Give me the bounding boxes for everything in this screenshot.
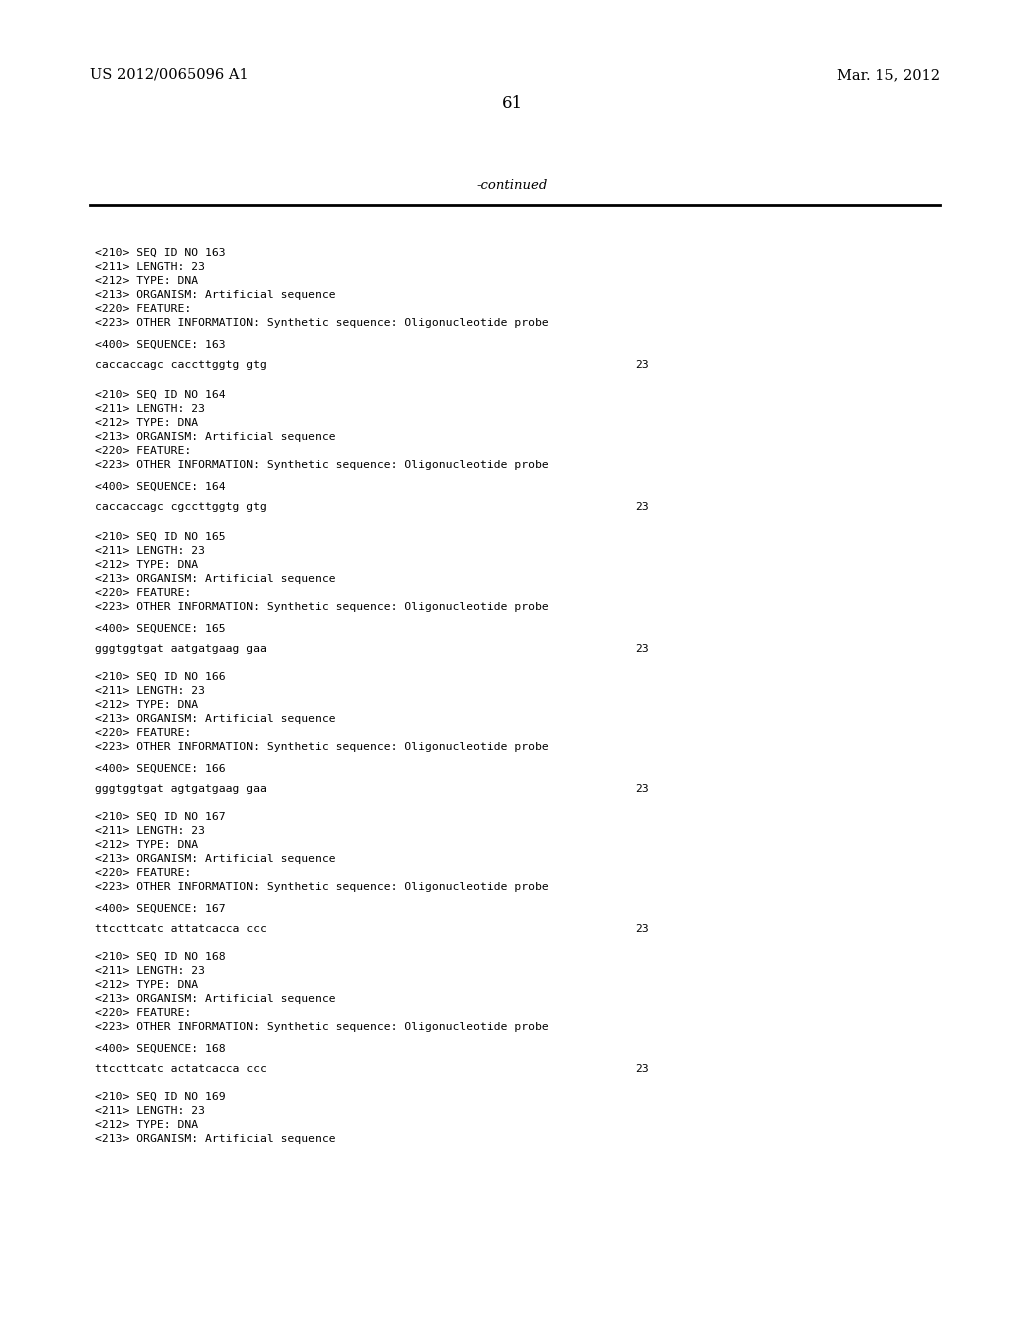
Text: <210> SEQ ID NO 169: <210> SEQ ID NO 169: [95, 1092, 225, 1102]
Text: <220> FEATURE:: <220> FEATURE:: [95, 869, 191, 878]
Text: 61: 61: [502, 95, 522, 112]
Text: caccaccagc caccttggtg gtg: caccaccagc caccttggtg gtg: [95, 360, 267, 370]
Text: 23: 23: [635, 784, 649, 795]
Text: <210> SEQ ID NO 166: <210> SEQ ID NO 166: [95, 672, 225, 682]
Text: <211> LENGTH: 23: <211> LENGTH: 23: [95, 1106, 205, 1115]
Text: <213> ORGANISM: Artificial sequence: <213> ORGANISM: Artificial sequence: [95, 994, 336, 1005]
Text: <220> FEATURE:: <220> FEATURE:: [95, 446, 191, 455]
Text: gggtggtgat aatgatgaag gaa: gggtggtgat aatgatgaag gaa: [95, 644, 267, 653]
Text: 23: 23: [635, 360, 649, 370]
Text: gggtggtgat agtgatgaag gaa: gggtggtgat agtgatgaag gaa: [95, 784, 267, 795]
Text: <212> TYPE: DNA: <212> TYPE: DNA: [95, 560, 198, 570]
Text: <213> ORGANISM: Artificial sequence: <213> ORGANISM: Artificial sequence: [95, 854, 336, 865]
Text: ttccttcatc actatcacca ccc: ttccttcatc actatcacca ccc: [95, 1064, 267, 1074]
Text: <220> FEATURE:: <220> FEATURE:: [95, 304, 191, 314]
Text: <400> SEQUENCE: 166: <400> SEQUENCE: 166: [95, 764, 225, 774]
Text: <212> TYPE: DNA: <212> TYPE: DNA: [95, 979, 198, 990]
Text: <212> TYPE: DNA: <212> TYPE: DNA: [95, 276, 198, 286]
Text: <210> SEQ ID NO 164: <210> SEQ ID NO 164: [95, 389, 225, 400]
Text: <213> ORGANISM: Artificial sequence: <213> ORGANISM: Artificial sequence: [95, 714, 336, 723]
Text: <220> FEATURE:: <220> FEATURE:: [95, 729, 191, 738]
Text: 23: 23: [635, 924, 649, 935]
Text: <210> SEQ ID NO 163: <210> SEQ ID NO 163: [95, 248, 225, 257]
Text: caccaccagc cgccttggtg gtg: caccaccagc cgccttggtg gtg: [95, 502, 267, 512]
Text: <210> SEQ ID NO 167: <210> SEQ ID NO 167: [95, 812, 225, 822]
Text: <211> LENGTH: 23: <211> LENGTH: 23: [95, 966, 205, 975]
Text: <223> OTHER INFORMATION: Synthetic sequence: Oligonucleotide probe: <223> OTHER INFORMATION: Synthetic seque…: [95, 742, 549, 752]
Text: <223> OTHER INFORMATION: Synthetic sequence: Oligonucleotide probe: <223> OTHER INFORMATION: Synthetic seque…: [95, 882, 549, 892]
Text: <400> SEQUENCE: 164: <400> SEQUENCE: 164: [95, 482, 225, 492]
Text: -continued: -continued: [476, 180, 548, 191]
Text: <211> LENGTH: 23: <211> LENGTH: 23: [95, 404, 205, 414]
Text: <211> LENGTH: 23: <211> LENGTH: 23: [95, 686, 205, 696]
Text: <212> TYPE: DNA: <212> TYPE: DNA: [95, 1119, 198, 1130]
Text: <223> OTHER INFORMATION: Synthetic sequence: Oligonucleotide probe: <223> OTHER INFORMATION: Synthetic seque…: [95, 318, 549, 327]
Text: <211> LENGTH: 23: <211> LENGTH: 23: [95, 826, 205, 836]
Text: <213> ORGANISM: Artificial sequence: <213> ORGANISM: Artificial sequence: [95, 574, 336, 583]
Text: <220> FEATURE:: <220> FEATURE:: [95, 1008, 191, 1018]
Text: <400> SEQUENCE: 165: <400> SEQUENCE: 165: [95, 624, 225, 634]
Text: Mar. 15, 2012: Mar. 15, 2012: [837, 69, 940, 82]
Text: <223> OTHER INFORMATION: Synthetic sequence: Oligonucleotide probe: <223> OTHER INFORMATION: Synthetic seque…: [95, 602, 549, 612]
Text: <400> SEQUENCE: 163: <400> SEQUENCE: 163: [95, 341, 225, 350]
Text: <223> OTHER INFORMATION: Synthetic sequence: Oligonucleotide probe: <223> OTHER INFORMATION: Synthetic seque…: [95, 1022, 549, 1032]
Text: <212> TYPE: DNA: <212> TYPE: DNA: [95, 418, 198, 428]
Text: ttccttcatc attatcacca ccc: ttccttcatc attatcacca ccc: [95, 924, 267, 935]
Text: <212> TYPE: DNA: <212> TYPE: DNA: [95, 700, 198, 710]
Text: <213> ORGANISM: Artificial sequence: <213> ORGANISM: Artificial sequence: [95, 432, 336, 442]
Text: <211> LENGTH: 23: <211> LENGTH: 23: [95, 546, 205, 556]
Text: <211> LENGTH: 23: <211> LENGTH: 23: [95, 261, 205, 272]
Text: US 2012/0065096 A1: US 2012/0065096 A1: [90, 69, 249, 82]
Text: 23: 23: [635, 502, 649, 512]
Text: <210> SEQ ID NO 165: <210> SEQ ID NO 165: [95, 532, 225, 543]
Text: <400> SEQUENCE: 168: <400> SEQUENCE: 168: [95, 1044, 225, 1053]
Text: 23: 23: [635, 644, 649, 653]
Text: <223> OTHER INFORMATION: Synthetic sequence: Oligonucleotide probe: <223> OTHER INFORMATION: Synthetic seque…: [95, 459, 549, 470]
Text: <220> FEATURE:: <220> FEATURE:: [95, 587, 191, 598]
Text: <210> SEQ ID NO 168: <210> SEQ ID NO 168: [95, 952, 225, 962]
Text: <213> ORGANISM: Artificial sequence: <213> ORGANISM: Artificial sequence: [95, 290, 336, 300]
Text: <212> TYPE: DNA: <212> TYPE: DNA: [95, 840, 198, 850]
Text: 23: 23: [635, 1064, 649, 1074]
Text: <400> SEQUENCE: 167: <400> SEQUENCE: 167: [95, 904, 225, 913]
Text: <213> ORGANISM: Artificial sequence: <213> ORGANISM: Artificial sequence: [95, 1134, 336, 1144]
